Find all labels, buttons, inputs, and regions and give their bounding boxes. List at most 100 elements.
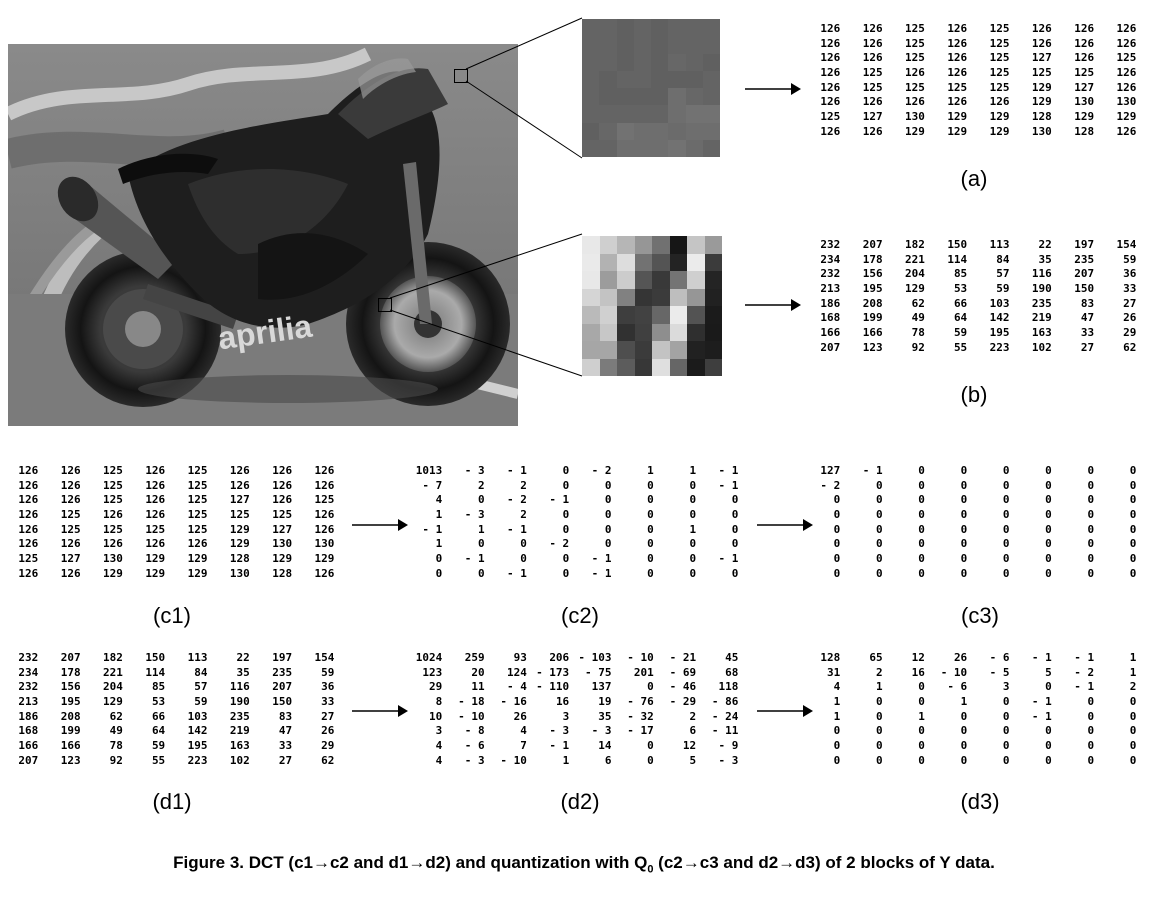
zoom-pixel — [599, 139, 617, 157]
zoom-pixel — [582, 53, 600, 71]
matrix-cell: 0 — [435, 566, 443, 580]
matrix-cell: 123 — [60, 753, 81, 767]
matrix-cell: 4 — [520, 724, 527, 738]
matrix-row: 126 126 125 126 125 126 126 126 — [0, 479, 334, 494]
label-c1: (c1) — [153, 603, 191, 628]
matrix-cell: 59 — [321, 665, 335, 679]
matrix-cell: 123 — [862, 340, 883, 354]
matrix-cell: 57 — [996, 267, 1010, 281]
matrix-cell: 232 — [18, 651, 39, 664]
matrix-cell: 78 — [911, 326, 925, 340]
matrix-cell: 92 — [109, 753, 123, 767]
matrix-cell: 0 — [1002, 753, 1010, 767]
matrix-cell: 0 — [477, 537, 485, 551]
zoom-pixel — [702, 139, 720, 157]
matrix-cell: 126 — [947, 36, 968, 50]
matrix-cell: 3 — [1002, 680, 1010, 694]
matrix-cell: 259 — [464, 651, 485, 664]
matrix-row: 123 20 124 - 173 - 75 201 - 69 68 — [400, 666, 738, 681]
matrix-cell: - 173 — [536, 665, 570, 679]
matrix-cell: - 9 — [718, 739, 739, 753]
matrix-cell: 0 — [1002, 709, 1010, 723]
matrix-row: 232 156 204 85 57 116 207 36 — [0, 680, 334, 695]
matrix-cell: 27 — [1123, 296, 1137, 310]
matrix-cell: 129 — [905, 124, 925, 138]
matrix-cell: 126 — [103, 537, 123, 551]
matrix-cell: 0 — [562, 522, 570, 536]
matrix-cell: 35 — [1038, 252, 1052, 266]
matrix-cell: 0 — [1087, 478, 1095, 492]
matrix-cell: 47 — [1080, 311, 1095, 325]
matrix-cell: 103 — [989, 296, 1010, 310]
zoom-pixel — [669, 306, 687, 324]
zoom-pixel — [599, 341, 617, 359]
matrix-row: 3 - 8 4 - 3 - 3 - 17 6 - 11 — [400, 724, 739, 739]
matrix-cell: - 3 — [718, 753, 739, 767]
matrix-cell: 156 — [862, 267, 883, 281]
zoom-pixel — [651, 105, 669, 123]
matrix-cell: 129 — [103, 695, 123, 709]
matrix-row: 126 125 126 126 125 125 125 126 — [798, 66, 1136, 81]
matrix-cell: 126 — [145, 464, 166, 477]
matrix-cell: 126 — [862, 36, 883, 50]
matrix-cell: - 86 — [711, 695, 739, 709]
matrix-cell: 126 — [272, 493, 293, 507]
matrix-row: - 2 0 0 0 0 0 0 0 — [798, 479, 1136, 494]
matrix-cell: 127 — [820, 464, 841, 477]
matrix-cell: 168 — [18, 724, 39, 738]
matrix-cell: 126 — [1074, 51, 1095, 65]
matrix-cell: 29 — [321, 739, 335, 753]
matrix-cell: 235 — [1031, 296, 1052, 310]
zoom-pixel — [634, 358, 652, 376]
label-d3: (d3) — [960, 789, 1000, 814]
zoom-connectors — [389, 17, 583, 377]
caption-subscript: 0 — [647, 863, 654, 876]
zoom-pixel — [599, 358, 617, 376]
zoom-pixel — [652, 306, 670, 324]
matrix-cell: 126 — [862, 95, 883, 109]
zoom-pixel — [652, 236, 670, 254]
matrix-cell: 126 — [187, 537, 208, 551]
matrix-cell: 0 — [1002, 493, 1010, 507]
zoom-pixel — [616, 70, 634, 88]
matrix-cell: 59 — [1123, 252, 1137, 266]
matrix-cell: 190 — [229, 695, 250, 709]
matrix-cell: 126 — [1116, 66, 1137, 80]
matrix-cell: 0 — [875, 724, 883, 738]
zoom-pixel — [599, 53, 617, 71]
arrow-c1-c2 — [352, 519, 408, 531]
matrix-cell: 0 — [1002, 695, 1010, 709]
matrix-cell: - 1 — [718, 552, 739, 566]
matrix-cell: 125 — [905, 51, 925, 65]
matrix-row: 126 126 125 126 125 127 126 125 — [0, 493, 334, 508]
matrix-cell: - 110 — [536, 680, 570, 694]
matrix-cell: 5 — [1045, 665, 1052, 679]
matrix-cell: 125 — [1116, 51, 1137, 65]
zoom-pixel — [685, 19, 703, 37]
zoom-pixel — [582, 306, 600, 324]
matrix-cell: 22 — [236, 651, 250, 664]
matrix-cell: 163 — [1031, 326, 1052, 340]
matrix-cell: - 3 — [464, 753, 485, 767]
matrix-cell: 7 — [520, 739, 527, 753]
matrix-cell: - 1 — [718, 464, 739, 477]
matrix-cell: - 1 — [1074, 651, 1095, 664]
matrix-cell: 126 — [272, 478, 293, 492]
label-c3: (c3) — [961, 603, 999, 628]
matrix-row: 234 178 221 114 84 35 235 59 — [0, 666, 334, 681]
matrix-cell: - 69 — [669, 665, 697, 679]
matrix-cell: 26 — [1123, 311, 1137, 325]
matrix-cell: 129 — [145, 566, 166, 580]
matrix-cell: 6 — [604, 753, 612, 767]
matrix-cell: 166 — [820, 326, 841, 340]
matrix-cell: 154 — [1116, 238, 1137, 251]
matrix-cell: 126 — [314, 478, 335, 492]
matrix-cell: 0 — [918, 552, 925, 566]
zoom-pixel — [616, 36, 634, 54]
motorcycle-photo: aprilia — [8, 44, 518, 426]
matrix-row: 1 - 3 2 0 0 0 0 0 — [400, 508, 739, 523]
matrix-cell: 0 — [689, 478, 697, 492]
matrix-row: 232 207 182 150 113 22 197 154 — [798, 238, 1136, 253]
zoom-pixel — [702, 105, 720, 123]
matrix-cell: 0 — [562, 464, 570, 477]
